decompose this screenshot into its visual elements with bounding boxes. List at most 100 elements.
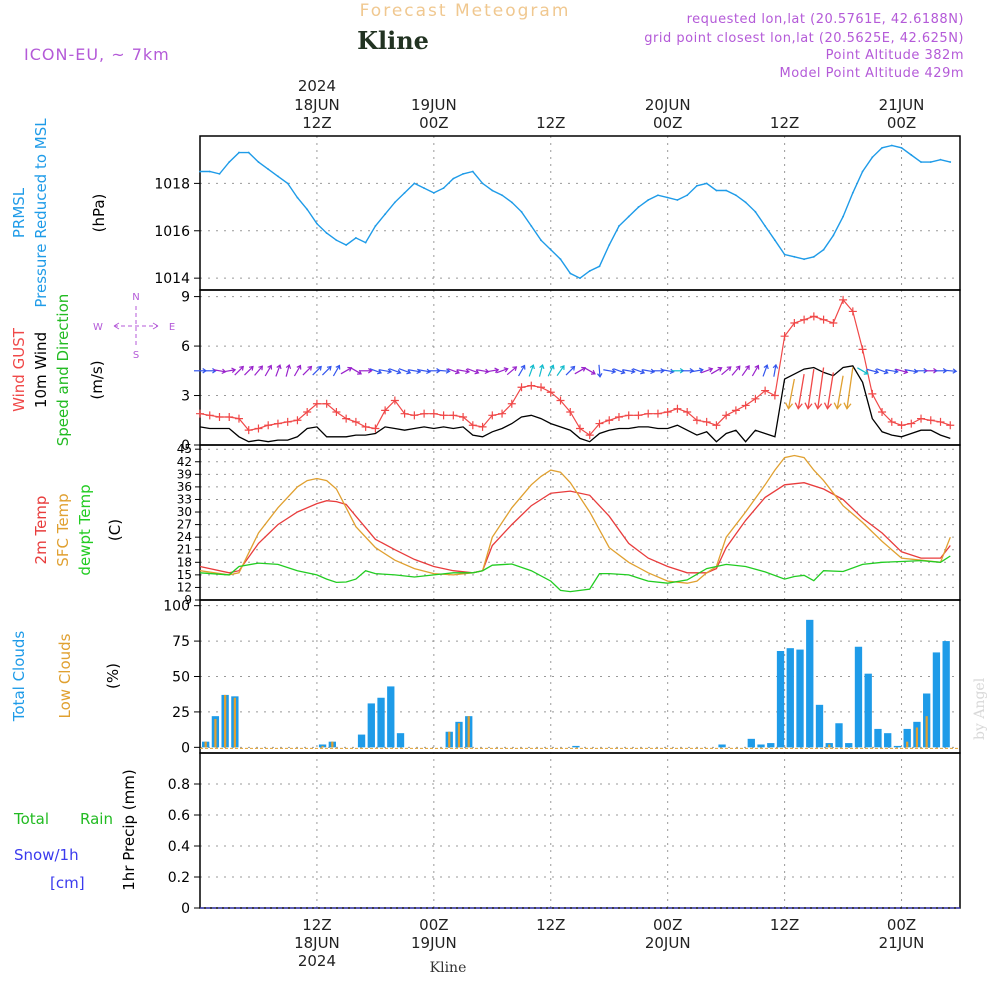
wind-direction-arrow-head (689, 368, 695, 374)
pressure-point (403, 191, 406, 194)
wind-direction-arrow (538, 363, 545, 377)
wind-direction-arrow (437, 368, 451, 374)
pressure-point (569, 272, 572, 275)
pressure-point (491, 189, 494, 192)
strong-wind-arrow-shaft (807, 369, 815, 409)
wind-direction-arrow-head (248, 365, 254, 371)
wind-direction-arrow-shaft (598, 364, 601, 377)
wind-direction-arrow-shaft (369, 368, 382, 374)
wind-direction-arrow-shaft (418, 369, 431, 373)
precip-legend-rain: Rain (80, 810, 113, 828)
wind-direction-arrow-head (426, 368, 432, 375)
wind-direction-arrow-head (772, 363, 779, 369)
dewpt-series-line (199, 555, 951, 593)
wind-direction-arrow (518, 364, 526, 377)
gust-marker (936, 417, 945, 426)
wind-direction-arrow (944, 368, 958, 374)
wind-direction-arrow-shaft (876, 368, 888, 374)
wind-direction-arrow-head (231, 367, 237, 373)
bottom-day-label: 21JUN (879, 934, 925, 952)
gust-marker (614, 412, 623, 421)
wind-direction-arrow-shaft (538, 364, 544, 377)
wind-direction-arrow (751, 364, 760, 377)
top-year-label: 2024 (298, 77, 336, 95)
total-cloud-bar (718, 744, 726, 748)
strong-wind-arrow-head (794, 402, 803, 410)
chart-title: Forecast Meteogram (360, 1, 571, 21)
gust-marker (751, 394, 760, 403)
y-tick-label: 45 (177, 442, 192, 456)
wind-direction-arrow (447, 368, 460, 375)
gust-marker (624, 411, 633, 420)
pressure-point (384, 213, 387, 216)
gust-marker (731, 406, 740, 415)
wind-direction-arrow (584, 367, 596, 375)
wind-direction-arrow-shaft (293, 365, 301, 377)
wind-direction-arrow-shaft (234, 366, 244, 376)
gust-marker (887, 417, 896, 426)
gust-marker (702, 417, 711, 426)
pressure-point (608, 244, 611, 246)
wind-direction-arrow (223, 367, 237, 373)
y-tick-label: 24 (177, 530, 192, 544)
wind-direction-arrow-shaft (244, 366, 254, 376)
wind-direction-arrow-head (913, 368, 919, 375)
wind-direction-arrow (254, 365, 264, 376)
bottom-hour-label: 00Z (887, 916, 916, 934)
gust-marker (322, 399, 331, 408)
y-tick-label: 15 (177, 568, 192, 582)
pressure-point (257, 161, 260, 163)
bottom-hour-label: 12Z (770, 916, 799, 934)
total-cloud-bar (776, 651, 785, 748)
wind-direction-arrow-shaft (632, 368, 645, 374)
strong-wind-arrow (823, 372, 834, 410)
strong-wind-arrow-shaft (797, 373, 805, 409)
gust-marker (858, 345, 867, 354)
bottom-hour-label: 12Z (536, 916, 565, 934)
wind-direction-arrow-head (396, 369, 402, 375)
gust-marker (449, 411, 458, 420)
y-tick-label: 3 (181, 389, 190, 405)
wind-direction-arrow-shaft (773, 364, 777, 377)
top-day-label: 18JUN (294, 96, 340, 114)
compass-cross (114, 306, 158, 346)
wind-direction-arrow (642, 368, 656, 375)
gust-marker (878, 408, 887, 417)
wind-direction-arrow-shaft (895, 368, 908, 373)
y-tick-label: 0.2 (168, 870, 190, 886)
gust-marker (683, 408, 692, 417)
requested-coords: requested lon,lat (20.5761E, 42.6188N) (687, 12, 964, 27)
gust-marker (488, 411, 497, 420)
total-cloud-bar (367, 703, 375, 748)
wind-direction-arrow-shaft (437, 369, 450, 372)
wind-unit: (m/s) (88, 360, 106, 399)
gust-marker (527, 381, 536, 390)
strong-wind-arrow-head (833, 402, 842, 410)
pressure-point (881, 146, 883, 149)
pressure-point (949, 161, 952, 163)
y-tick-label: 25 (172, 705, 190, 721)
gust-marker (819, 315, 828, 324)
panels: 1014101610180369912151821242730333639424… (154, 135, 961, 917)
pressure-point (920, 161, 922, 163)
pressure-point (267, 168, 270, 171)
total-cloud-bar (377, 697, 385, 748)
pressure-point (530, 225, 533, 227)
pressure-point (851, 191, 854, 194)
total-cloud-bar (806, 619, 814, 748)
pressure-point (208, 170, 211, 173)
y-tick-label: 0 (181, 438, 190, 454)
gust-marker (264, 421, 273, 430)
wind-direction-arrow-shaft (762, 364, 768, 377)
gust-marker (244, 426, 253, 435)
bottom-day-label: 18JUN (294, 934, 340, 952)
wind-direction-arrow-shaft (223, 369, 236, 373)
gust-marker (595, 419, 604, 428)
wind-direction-arrow (565, 365, 576, 376)
wind-direction-arrow (312, 365, 322, 376)
wind-direction-arrow-shaft (518, 365, 526, 377)
wind-direction-arrow-head (874, 368, 880, 375)
gust-marker (692, 416, 701, 425)
gust-marker (459, 412, 468, 421)
